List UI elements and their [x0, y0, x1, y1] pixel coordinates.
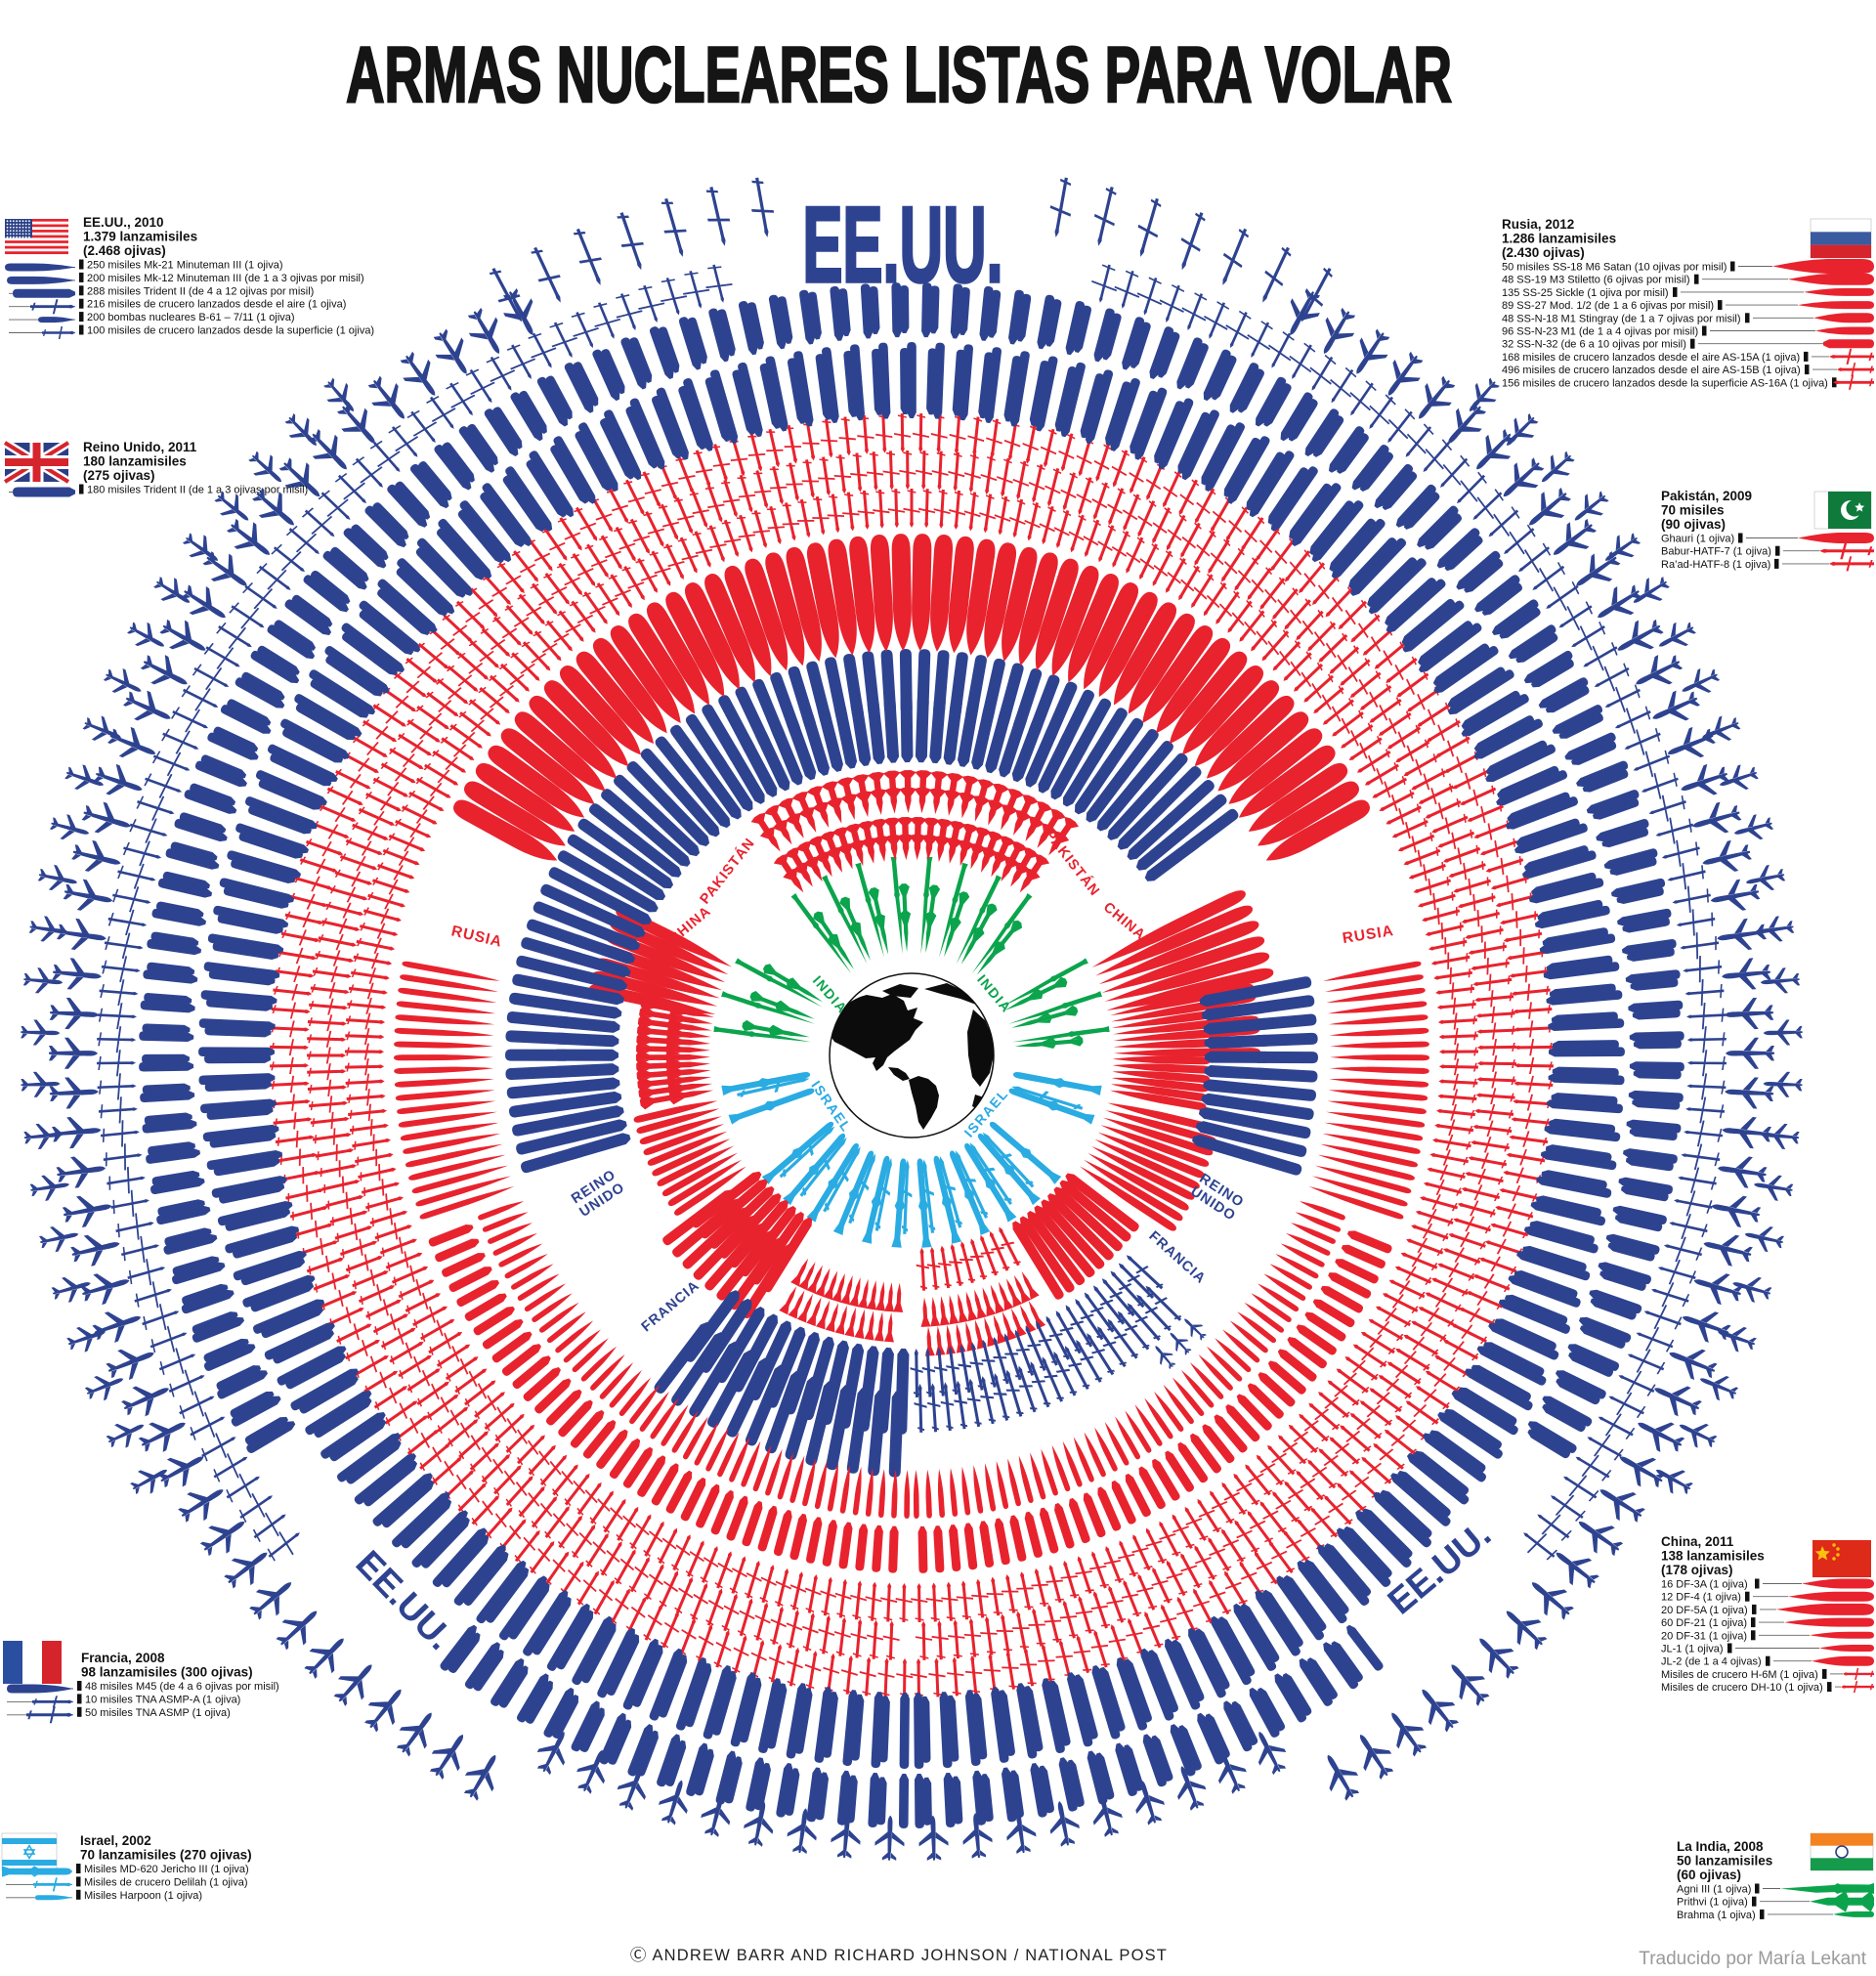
- svg-text:Israel, 2002: Israel, 2002: [80, 1833, 151, 1848]
- svg-text:Babur-HATF-7 (1 ojiva): Babur-HATF-7 (1 ojiva): [1661, 546, 1771, 558]
- svg-text:Misiles MD-620 Jericho III (1: Misiles MD-620 Jericho III (1 ojiva): [84, 1864, 249, 1875]
- svg-text:CHINA: CHINA: [1100, 899, 1148, 943]
- svg-text:89 SS-27 Mod. 1/2 (de 1 a 6 oj: 89 SS-27 Mod. 1/2 (de 1 a 6 ojivas por m…: [1502, 300, 1714, 312]
- svg-text:50 lanzamisiles: 50 lanzamisiles: [1677, 1854, 1772, 1869]
- svg-text:96 SS-N-23 M1 (de 1 a 4 ojivas: 96 SS-N-23 M1 (de 1 a 4 ojivas por misil…: [1502, 326, 1698, 338]
- svg-text:100 misiles de crucero lanzado: 100 misiles de crucero lanzados desde la…: [87, 325, 374, 337]
- svg-text:PAKISTÁN: PAKISTÁN: [1042, 827, 1103, 899]
- svg-text:200 bombas nucleares B-61 – 7/: 200 bombas nucleares B-61 – 7/11 (1 ojiv…: [87, 312, 295, 323]
- svg-text:FRANCIA: FRANCIA: [1145, 1228, 1208, 1287]
- svg-text:Ⓒ ANDREW BARR AND RICHARD JOHN: Ⓒ ANDREW BARR AND RICHARD JOHNSON / NATI…: [630, 1946, 1168, 1964]
- svg-text:(60 ojivas): (60 ojivas): [1677, 1868, 1741, 1882]
- svg-text:Prithvi (1 ojiva): Prithvi (1 ojiva): [1677, 1897, 1748, 1909]
- svg-text:32 SS-N-32 (de 6 a 10 ojivas p: 32 SS-N-32 (de 6 a 10 ojivas por misil): [1502, 339, 1686, 351]
- svg-text:(2.468 ojivas): (2.468 ojivas): [83, 243, 166, 258]
- svg-text:INDIA: INDIA: [974, 971, 1015, 1015]
- svg-text:RUSIA: RUSIA: [449, 923, 504, 951]
- svg-text:135 SS-25 Sickle (1 ojiva por: 135 SS-25 Sickle (1 ojiva por misil): [1502, 287, 1669, 299]
- svg-text:Brahma (1 ojiva): Brahma (1 ojiva): [1677, 1910, 1756, 1921]
- svg-text:Francia, 2008: Francia, 2008: [81, 1651, 165, 1665]
- svg-text:(2.430 ojivas): (2.430 ojivas): [1502, 245, 1585, 260]
- svg-text:1.379 lanzamisiles: 1.379 lanzamisiles: [83, 230, 197, 244]
- svg-text:48 SS-19 M3 Stiletto (6 ojivas: 48 SS-19 M3 Stiletto (6 ojivas por misil…: [1502, 275, 1690, 286]
- svg-text:EE.UU.: EE.UU.: [802, 184, 1002, 304]
- svg-text:Agni III (1 ojiva): Agni III (1 ojiva): [1677, 1884, 1751, 1896]
- svg-text:Ghauri (1 ojiva): Ghauri (1 ojiva): [1661, 534, 1734, 545]
- svg-text:EE.UU., 2010: EE.UU., 2010: [83, 215, 164, 230]
- svg-text:EE.UU.: EE.UU.: [348, 1543, 460, 1657]
- svg-text:70 misiles: 70 misiles: [1661, 503, 1725, 518]
- svg-text:48 misiles M45 (de 4 a 6 ojiva: 48 misiles M45 (de 4 a 6 ojivas por misi…: [85, 1681, 279, 1693]
- svg-text:50 misiles TNA ASMP (1 ojiva): 50 misiles TNA ASMP (1 ojiva): [85, 1707, 231, 1719]
- svg-text:168 misiles de crucero lanzado: 168 misiles de crucero lanzados desde el…: [1502, 352, 1800, 364]
- svg-text:20 DF-31 (1 ojiva): 20 DF-31 (1 ojiva): [1661, 1630, 1747, 1642]
- svg-text:12 DF-4 (1 ojiva): 12 DF-4 (1 ojiva): [1661, 1592, 1741, 1604]
- svg-text:INDIA: INDIA: [810, 972, 851, 1016]
- svg-text:288 misiles Trident II (de 4 a: 288 misiles Trident II (de 4 a 12 ojivas…: [87, 285, 314, 297]
- svg-text:Traducido por María Lekant: Traducido por María Lekant: [1639, 1949, 1866, 1969]
- svg-text:156 misiles de crucero lanzado: 156 misiles de crucero lanzados desde la…: [1502, 377, 1828, 389]
- svg-text:CHINA: CHINA: [666, 903, 714, 947]
- svg-text:EE.UU.: EE.UU.: [1381, 1514, 1499, 1622]
- svg-text:JL-1 (1 ojiva): JL-1 (1 ojiva): [1661, 1644, 1724, 1655]
- svg-text:48 SS-N-18 M1 Stingray (de 1 a: 48 SS-N-18 M1 Stingray (de 1 a 7 ojivas …: [1502, 313, 1741, 324]
- svg-text:La India, 2008: La India, 2008: [1677, 1839, 1764, 1854]
- svg-text:180 lanzamisiles: 180 lanzamisiles: [83, 454, 187, 469]
- svg-text:1.286 lanzamisiles: 1.286 lanzamisiles: [1502, 232, 1616, 246]
- svg-text:Misiles de crucero DH-10 (1 oj: Misiles de crucero DH-10 (1 ojiva): [1661, 1682, 1823, 1694]
- svg-text:JL-2 (de 1 a 4 ojivas): JL-2 (de 1 a 4 ojivas): [1661, 1656, 1762, 1668]
- svg-text:20 DF-5A (1 ojiva): 20 DF-5A (1 ojiva): [1661, 1605, 1748, 1616]
- svg-text:10 misiles TNA ASMP-A (1 ojiva: 10 misiles TNA ASMP-A (1 ojiva): [85, 1694, 240, 1705]
- svg-text:200 misiles Mk-12 Minuteman II: 200 misiles Mk-12 Minuteman III (de 1 a …: [87, 273, 364, 284]
- svg-text:(90 ojivas): (90 ojivas): [1661, 517, 1726, 532]
- svg-text:(178 ojivas): (178 ojivas): [1661, 1563, 1733, 1577]
- svg-text:70 lanzamisiles (270 ojivas): 70 lanzamisiles (270 ojivas): [80, 1848, 252, 1863]
- svg-text:216 misiles de crucero lanzado: 216 misiles de crucero lanzados desde el…: [87, 299, 346, 311]
- svg-text:Pakistán, 2009: Pakistán, 2009: [1661, 489, 1752, 503]
- svg-text:250 misiles Mk-21 Minuteman II: 250 misiles Mk-21 Minuteman III (1 ojiva…: [87, 260, 283, 272]
- svg-text:138 lanzamisiles: 138 lanzamisiles: [1661, 1549, 1765, 1564]
- svg-text:16 DF-3A (1 ojiva): 16 DF-3A (1 ojiva): [1661, 1579, 1748, 1591]
- svg-text:60 DF-21 (1 ojiva): 60 DF-21 (1 ojiva): [1661, 1617, 1747, 1629]
- svg-text:98 lanzamisiles (300 ojivas): 98 lanzamisiles (300 ojivas): [81, 1665, 253, 1680]
- svg-text:FRANCIA: FRANCIA: [639, 1278, 704, 1336]
- svg-text:Misiles Harpoon (1 ojiva): Misiles Harpoon (1 ojiva): [84, 1890, 202, 1902]
- svg-text:(275 ojivas): (275 ojivas): [83, 468, 155, 483]
- svg-text:50 misiles SS-18 M6 Satan (10: 50 misiles SS-18 M6 Satan (10 ojivas por…: [1502, 262, 1727, 274]
- svg-text:ARMAS NUCLEARES LISTAS PARA VO: ARMAS NUCLEARES LISTAS PARA VOLAR: [346, 29, 1452, 118]
- svg-text:Misiles de crucero H-6M (1 oji: Misiles de crucero H-6M (1 ojiva): [1661, 1669, 1818, 1681]
- svg-text:Ra’ad-HATF-8 (1 ojiva): Ra’ad-HATF-8 (1 ojiva): [1661, 559, 1770, 571]
- svg-text:RUSIA: RUSIA: [1342, 923, 1395, 947]
- svg-text:Misiles de crucero Delilah (1: Misiles de crucero Delilah (1 ojiva): [84, 1876, 248, 1888]
- svg-text:Rusia, 2012: Rusia, 2012: [1502, 217, 1574, 232]
- svg-text:496 misiles de crucero lanzado: 496 misiles de crucero lanzados desde el…: [1502, 365, 1801, 376]
- svg-text:China, 2011: China, 2011: [1661, 1534, 1734, 1549]
- svg-text:180 misiles Trident II (de 1 a: 180 misiles Trident II (de 1 a 3 ojivas …: [87, 485, 308, 496]
- svg-text:Reino Unido, 2011: Reino Unido, 2011: [83, 440, 197, 454]
